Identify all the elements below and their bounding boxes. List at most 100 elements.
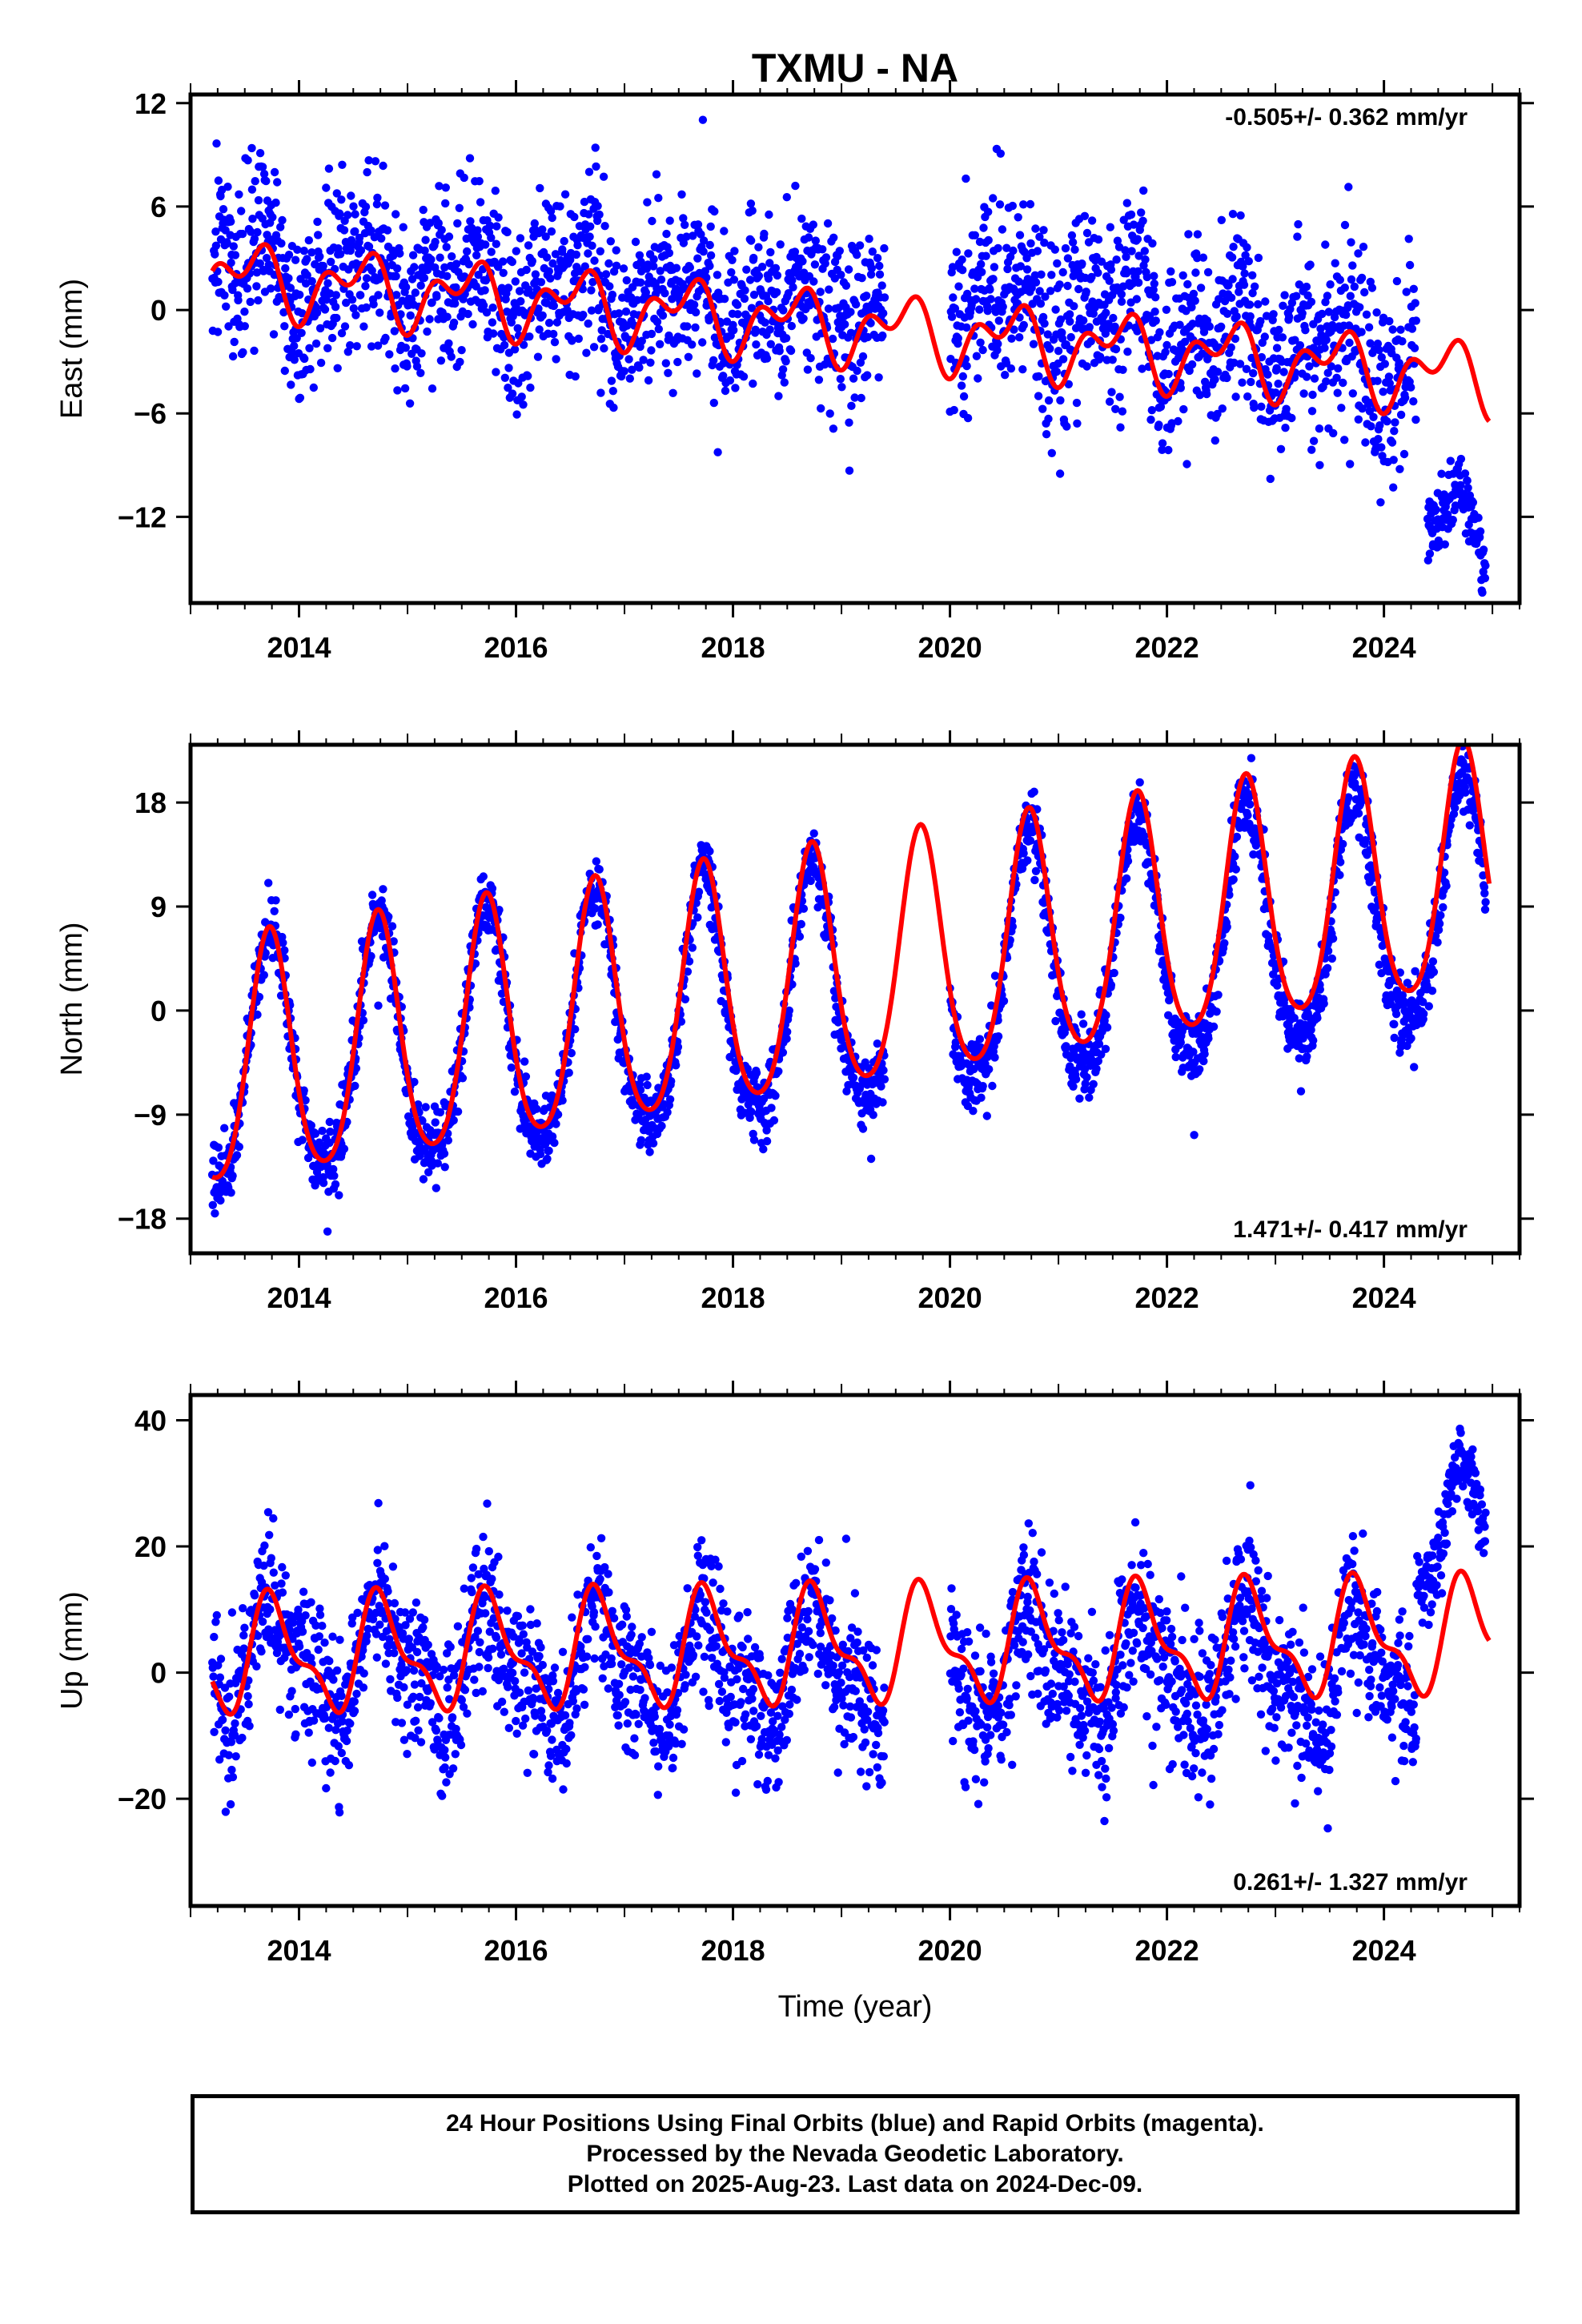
east-data-point [947, 312, 957, 321]
east-data-point [492, 368, 500, 376]
east-data-point [600, 222, 609, 231]
east-data-point [622, 275, 631, 285]
east-data-point [487, 247, 496, 256]
east-data-point [964, 249, 973, 258]
east-data-point [281, 263, 290, 273]
east-data-point [542, 253, 552, 262]
east-data-point [729, 326, 738, 335]
east-data-point [1373, 376, 1382, 385]
east-data-point [1279, 368, 1288, 376]
east-data-point [665, 216, 674, 225]
east-data-point [342, 298, 351, 308]
east-data-point [689, 300, 699, 309]
east-data-point [656, 275, 666, 284]
east-data-point [248, 215, 257, 223]
east-data-point [1348, 389, 1358, 398]
north-data-point [782, 1034, 791, 1043]
east-data-point [1220, 296, 1230, 306]
east-data-point [453, 219, 462, 228]
east-data-point [811, 236, 820, 245]
east-data-point [1223, 373, 1231, 383]
east-data-point [1037, 270, 1046, 279]
north-data-point [988, 1081, 997, 1091]
east-data-point [649, 255, 658, 263]
north-data-point [1110, 968, 1118, 978]
east-data-point [307, 277, 316, 286]
east-data-point [1034, 392, 1043, 400]
east-data-point [1480, 573, 1490, 583]
east-data-point [1176, 384, 1186, 392]
east-data-point [846, 328, 856, 337]
east-data-point [1179, 404, 1188, 414]
east-data-point [1122, 269, 1131, 278]
east-data-point [359, 322, 368, 331]
east-data-point [816, 404, 825, 413]
east-data-point [580, 197, 589, 207]
east-data-point [784, 289, 793, 298]
east-data-point [1315, 460, 1324, 469]
east-data-point [1280, 291, 1289, 300]
north-data-point [1122, 874, 1131, 883]
east-data-point [880, 293, 889, 302]
east-data-point [1031, 278, 1041, 287]
east-data-point [689, 231, 697, 240]
east-data-point [460, 173, 468, 183]
east-data-point [970, 284, 979, 293]
east-data-point [1064, 380, 1074, 388]
east-data-point [313, 217, 322, 227]
east-data-point [875, 270, 885, 279]
north-data-point [444, 1136, 452, 1145]
east-y-axis-label: East (mm) [55, 279, 89, 419]
north-data-point [672, 1061, 681, 1070]
east-data-point [1389, 483, 1398, 492]
east-data-point [1227, 293, 1236, 302]
north-data-point [1204, 1034, 1213, 1043]
east-data-point [637, 336, 646, 345]
north-data-point [326, 1128, 335, 1136]
east-data-point [693, 369, 701, 378]
east-data-point [1118, 365, 1127, 374]
east-data-point [837, 383, 846, 392]
east-data-point [1395, 359, 1403, 368]
east-data-point [982, 251, 990, 260]
north-data-point [432, 1184, 440, 1192]
east-data-point [1399, 449, 1409, 459]
east-data-point [596, 247, 604, 255]
east-data-point [508, 257, 516, 267]
east-data-point [449, 318, 459, 328]
east-data-point [1055, 280, 1064, 289]
east-data-point [1133, 327, 1142, 336]
east-data-point [1016, 262, 1026, 271]
north-data-point [667, 1076, 676, 1086]
east-data-point [733, 300, 742, 309]
east-data-point [503, 227, 512, 237]
east-data-point [1082, 287, 1090, 296]
east-data-point [297, 328, 306, 337]
north-data-point [1223, 923, 1231, 931]
east-data-point [582, 348, 591, 357]
east-data-point [867, 263, 877, 273]
east-data-point [1134, 278, 1143, 287]
east-data-point [1058, 355, 1068, 364]
north-data-point [975, 1035, 985, 1043]
north-data-point [1243, 811, 1252, 820]
north-data-point [415, 1152, 424, 1160]
east-data-point [595, 210, 604, 219]
east-data-point [1384, 372, 1394, 381]
east-data-point [290, 356, 299, 364]
east-data-point [1360, 287, 1369, 297]
north-data-point [298, 1136, 307, 1144]
north-data-point [648, 1139, 658, 1148]
east-data-point [1034, 372, 1043, 381]
east-data-point [1250, 403, 1259, 412]
east-data-point [1479, 545, 1488, 554]
east-data-point [614, 309, 624, 318]
east-data-point [504, 364, 513, 372]
north-data-point [424, 1168, 433, 1177]
east-data-point [1106, 223, 1115, 231]
east-data-point [764, 274, 773, 283]
east-data-point [427, 255, 436, 264]
east-data-point [436, 253, 444, 262]
north-data-point [211, 1209, 219, 1218]
north-data-point [879, 1066, 888, 1075]
